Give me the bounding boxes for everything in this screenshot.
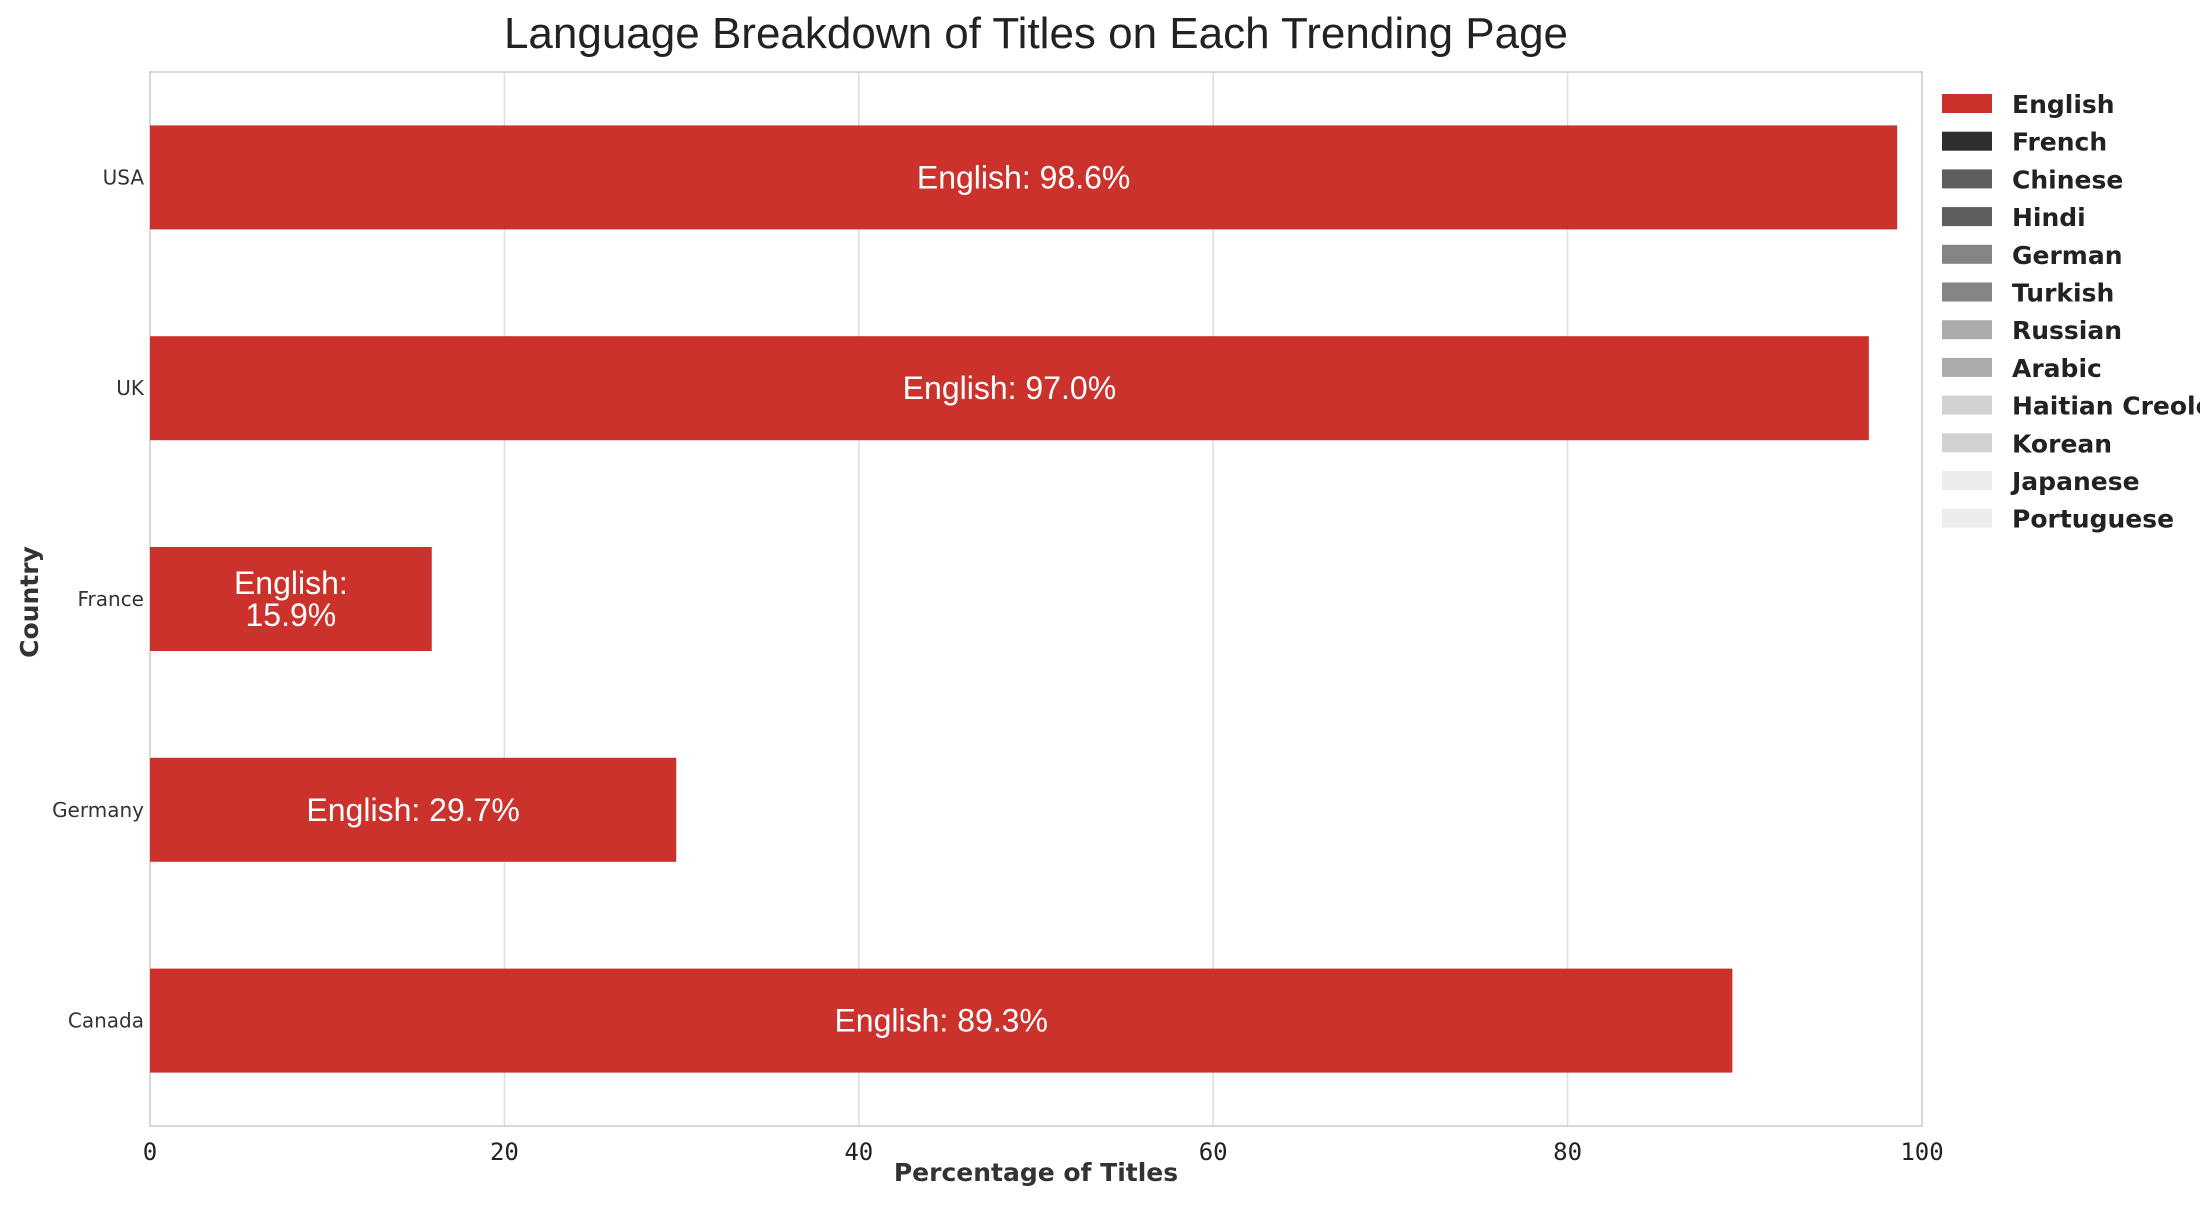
legend-label-korean: Korean bbox=[2012, 429, 2112, 458]
legend-label-french: French bbox=[2012, 128, 2107, 157]
x-tick-label: 100 bbox=[1900, 1138, 1943, 1166]
legend-swatch-english bbox=[1942, 94, 1992, 113]
legend-label-haitian-creole: Haitian Creole bbox=[2012, 392, 2200, 421]
bar-label-canada: English: 89.3% bbox=[834, 1003, 1047, 1039]
x-axis-ticks: 0 20 40 60 80 100 bbox=[143, 1138, 1944, 1166]
bar-label-uk: English: 97.0% bbox=[903, 370, 1116, 406]
y-axis-title: Country bbox=[15, 546, 44, 658]
bar-label-france: English: 15.9% bbox=[234, 565, 348, 633]
bar-germany-english bbox=[150, 757, 677, 862]
x-tick-label: 20 bbox=[490, 1138, 519, 1166]
legend-label-japanese: Japanese bbox=[2010, 467, 2140, 496]
legend: English French Chinese Hindi German Turkish Ru… bbox=[1942, 90, 2200, 534]
legend-swatch-french bbox=[1942, 131, 1992, 151]
y-axis-ticks: USA UK France Germany Canada bbox=[52, 165, 145, 1032]
legend-label-german: German bbox=[2012, 241, 2123, 270]
legend-label-arabic: Arabic bbox=[2012, 354, 2102, 383]
bar-uk-english bbox=[150, 336, 1869, 441]
legend-swatch-chinese bbox=[1942, 169, 1992, 189]
legend-label-english: English bbox=[2012, 90, 2115, 119]
legend-swatch-haitian-creole bbox=[1942, 395, 1992, 415]
legend-swatch-japanese bbox=[1942, 471, 1992, 490]
x-axis-title: Percentage of Titles bbox=[894, 1158, 1178, 1187]
legend-label-russian: Russian bbox=[2012, 316, 2122, 345]
y-tick-label-usa: USA bbox=[103, 165, 145, 189]
bar-canada-english bbox=[150, 968, 1733, 1073]
legend-label-portuguese: Portuguese bbox=[2012, 505, 2174, 534]
bar-france-english bbox=[150, 547, 432, 651]
grid-lines bbox=[503, 72, 1569, 1126]
legend-swatch-hindi bbox=[1942, 207, 1992, 227]
legend-swatch-arabic bbox=[1942, 357, 1992, 377]
x-tick-label: 80 bbox=[1553, 1138, 1582, 1166]
y-tick-label-canada: Canada bbox=[68, 1009, 144, 1033]
bar-usa-english bbox=[150, 125, 1898, 230]
legend-swatch-korean bbox=[1942, 433, 1992, 453]
legend-swatch-russian bbox=[1942, 320, 1992, 340]
x-tick-label: 40 bbox=[844, 1138, 873, 1166]
y-tick-label-uk: UK bbox=[116, 376, 145, 400]
chart-title: Language Breakdown of Titles on Each Tre… bbox=[504, 9, 1568, 58]
legend-label-hindi: Hindi bbox=[2012, 203, 2086, 232]
x-tick-label: 0 bbox=[143, 1138, 157, 1166]
legend-swatch-portuguese bbox=[1942, 508, 1992, 528]
legend-swatch-german bbox=[1942, 244, 1992, 264]
bar-label-usa: English: 98.6% bbox=[917, 159, 1130, 195]
y-tick-label-france: France bbox=[77, 587, 144, 611]
bar-label-germany: English: 29.7% bbox=[306, 792, 519, 828]
y-tick-label-germany: Germany bbox=[52, 798, 144, 822]
legend-label-chinese: Chinese bbox=[2012, 165, 2123, 194]
bars: English: 98.6% English: 97.0% English: 15.9… bbox=[150, 125, 1898, 1073]
legend-label-turkish: Turkish bbox=[2012, 279, 2114, 308]
legend-swatch-turkish bbox=[1942, 282, 1992, 302]
x-tick-label: 60 bbox=[1199, 1138, 1228, 1166]
